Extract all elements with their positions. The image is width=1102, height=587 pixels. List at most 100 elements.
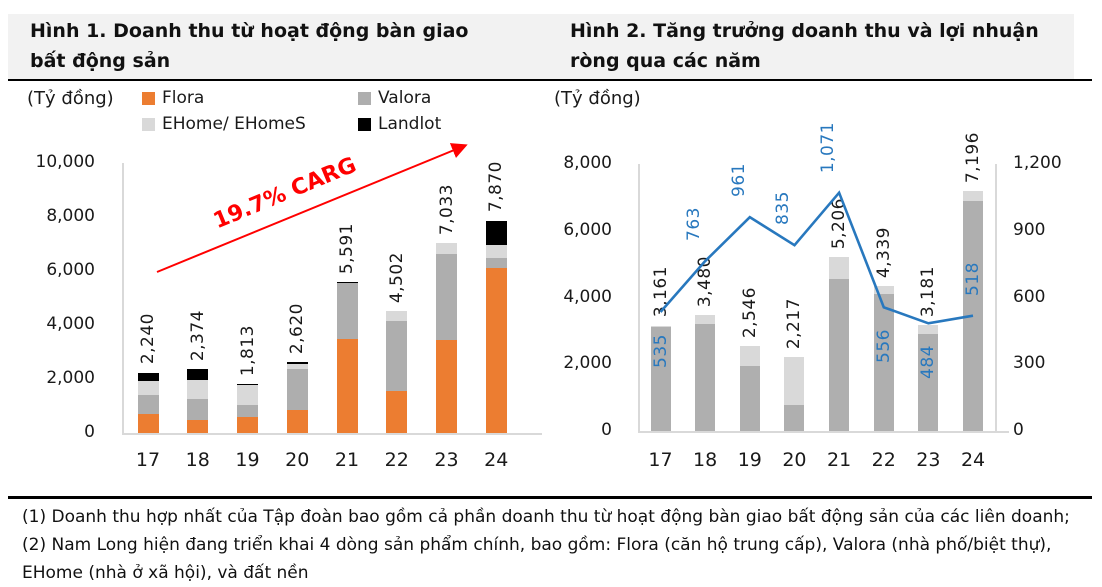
fig1-bar-segment-ehome-ehomes	[485, 244, 507, 258]
legend-label-flora: Flora	[162, 88, 205, 108]
fig1-y-axis-line	[122, 163, 124, 433]
fig2-bar-segment-light-gray	[739, 346, 760, 366]
fig1-baseline	[122, 433, 542, 435]
fig1-ytick: 10,000	[35, 152, 95, 172]
fig1-bar-segment-valora	[386, 321, 408, 392]
fig1-xtick: 20	[285, 449, 310, 471]
fig2-bar-segment-dark-gray	[918, 334, 939, 431]
figure2-unit-label: (Tỷ đồng)	[554, 88, 641, 109]
title-band	[8, 14, 1074, 80]
fig1-bar-segment-flora	[137, 413, 159, 433]
fig2-bar-segment-dark-gray	[650, 327, 671, 431]
fig2-ytick-right: 600	[1013, 286, 1046, 307]
fig1-bar-segment-ehome-ehomes	[386, 311, 408, 322]
fig1-bar-segment-valora	[137, 394, 159, 414]
fig2-bar-segment-light-gray	[695, 314, 716, 324]
fig2-bar-segment-light-gray	[918, 324, 939, 335]
fig1-bar-segment-valora	[485, 257, 507, 269]
fig2-ytick-left: 0	[601, 420, 612, 440]
fig1-xtick: 23	[434, 449, 459, 471]
fig2-xtick: 23	[916, 449, 941, 471]
fig2-xtick: 17	[648, 449, 673, 471]
fig2-ytick-left: 8,000	[563, 153, 612, 173]
fig2-bar-segment-dark-gray	[695, 323, 716, 431]
ehome-swatch-icon	[142, 117, 155, 131]
fig2-ytick-right: 300	[1013, 353, 1046, 374]
footnote-2-continued: EHome (nhà ở xã hội), và đất nền	[22, 563, 309, 583]
footer-divider-rule	[8, 496, 1092, 499]
fig1-bar-segment-landlot	[137, 372, 159, 381]
fig2-y-axis-line-right	[995, 164, 997, 431]
fig2-bar-segment-light-gray	[963, 190, 984, 201]
figure1-title: Hình 1. Doanh thu từ hoạt động bàn giao …	[30, 20, 469, 72]
fig1-bar-segment-ehome-ehomes	[237, 385, 258, 405]
fig2-bar-segment-dark-gray	[739, 365, 760, 431]
fig1-bar-segment-ehome-ehomes	[286, 363, 308, 370]
landlot-swatch-icon	[358, 117, 371, 131]
legend-item-flora: Flora	[142, 88, 204, 108]
fig1-bar-segment-valora	[187, 399, 209, 421]
fig2-bar-segment-light-gray	[650, 325, 671, 328]
fig2-bar-segment-dark-gray	[873, 294, 894, 431]
fig1-bar-segment-flora	[237, 417, 258, 433]
fig2-ytick-right: 900	[1013, 219, 1046, 240]
net-profit-line	[659, 190, 974, 325]
fig1-bar-segment-valora	[237, 404, 258, 418]
fig2-bar-segment-dark-gray	[784, 404, 805, 431]
fig2-xtick: 24	[960, 449, 986, 471]
legend-item-valora: Valora	[358, 88, 431, 108]
fig2-baseline	[638, 431, 1009, 433]
fig2-bar-segment-light-gray	[784, 357, 805, 405]
fig1-bar-segment-flora	[336, 339, 358, 433]
fig1-xtick: 21	[334, 449, 360, 471]
fig1-bar-segment-landlot	[286, 362, 308, 364]
fig2-y-axis-line-left	[638, 164, 640, 431]
fig2-xtick: 19	[737, 449, 762, 471]
fig2-ytick-right: 1,200	[1013, 153, 1062, 173]
fig1-bar-segment-ehome-ehomes	[436, 243, 457, 254]
fig2-bar-segment-light-gray	[873, 286, 894, 295]
fig1-ytick: 8,000	[46, 206, 95, 226]
fig2-ytick-left: 4,000	[563, 286, 612, 307]
fig2-xtick: 22	[871, 449, 896, 471]
fig1-bar-segment-landlot	[237, 384, 258, 386]
fig1-bar-segment-ehome-ehomes	[187, 379, 209, 400]
fig1-xtick: 17	[135, 449, 161, 471]
fig2-bar-segment-dark-gray	[963, 200, 984, 431]
fig1-bar-segment-valora	[436, 253, 457, 340]
fig1-bar-segment-landlot	[336, 282, 358, 284]
legend-label-valora: Valora	[378, 88, 432, 108]
fig1-ytick: 0	[84, 422, 95, 442]
fig2-ytick-left: 2,000	[563, 353, 612, 374]
fig2-xtick: 20	[782, 449, 807, 471]
fig1-xtick: 24	[484, 449, 509, 471]
legend-item-ehome: EHome/ EHomeS	[142, 114, 306, 134]
fig1-xtick: 19	[235, 449, 260, 471]
growth-arrow-icon	[156, 143, 468, 273]
fig1-bar-segment-landlot	[485, 220, 507, 245]
fig2-bar-segment-dark-gray	[829, 279, 850, 431]
fig1-xtick: 22	[384, 449, 409, 471]
fig2-xtick: 21	[827, 449, 852, 471]
figure1-unit-label: (Tỷ đồng)	[27, 88, 114, 109]
fig1-bar-segment-flora	[436, 339, 457, 433]
fig1-bar-segment-flora	[286, 410, 308, 433]
flora-swatch-icon	[142, 91, 155, 105]
fig1-bar-segment-flora	[485, 268, 507, 433]
fig1-bar-segment-landlot	[187, 368, 209, 380]
fig1-bar-segment-ehome-ehomes	[137, 380, 159, 395]
fig1-bar-segment-flora	[187, 420, 209, 433]
fig1-bar-segment-valora	[286, 369, 308, 411]
fig2-ytick-right: 0	[1013, 420, 1024, 440]
legend-label-ehome: EHome/ EHomeS	[162, 114, 306, 134]
valora-swatch-icon	[358, 91, 371, 105]
fig2-bar-segment-light-gray	[829, 257, 850, 280]
fig1-ytick: 2,000	[46, 368, 95, 388]
legend-label-landlot: Landlot	[378, 114, 442, 134]
title-divider-rule	[8, 79, 1092, 81]
footnote-1: (1) Doanh thu hợp nhất của Tập đoàn bao …	[22, 507, 1070, 527]
legend-item-landlot: Landlot	[358, 114, 441, 134]
